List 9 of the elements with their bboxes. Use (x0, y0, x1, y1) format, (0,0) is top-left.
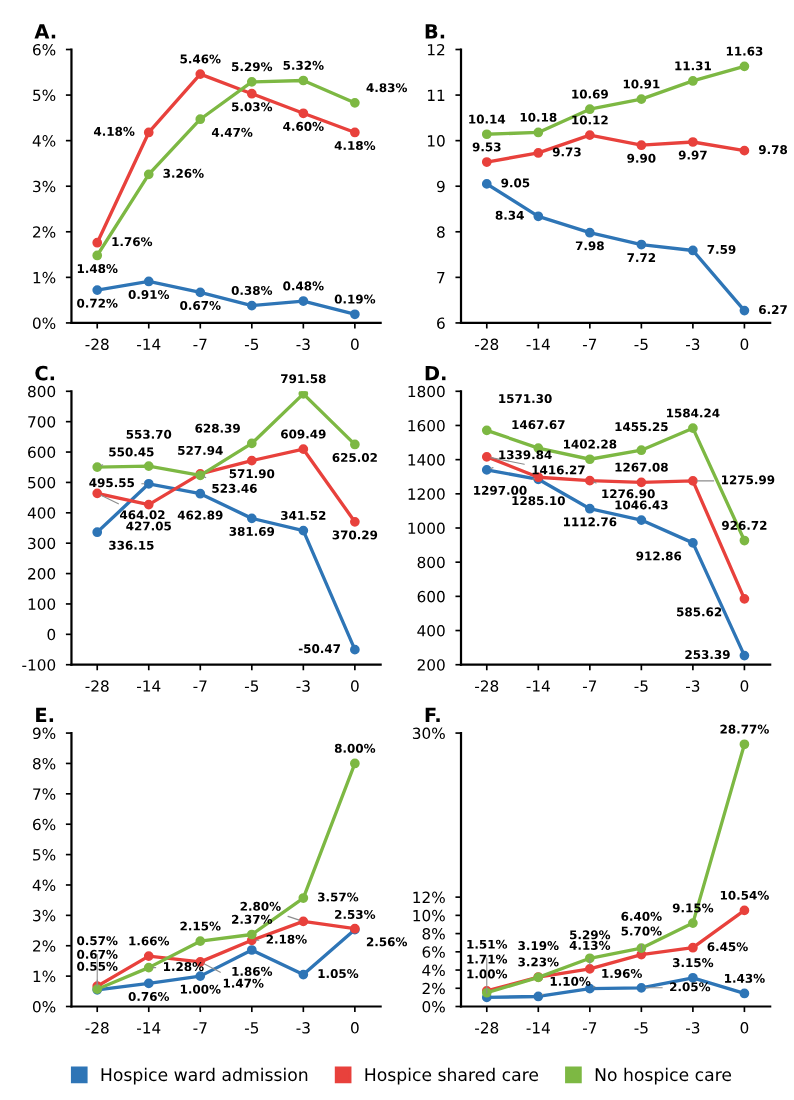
legend-label: Hospice ward admission (101, 1067, 308, 1085)
legend-label: Hospice shared care (365, 1067, 539, 1085)
chart-title: C. (35, 365, 55, 381)
chart-title: F. (425, 707, 440, 722)
chart-title: D. (425, 366, 446, 381)
legend-label: No hospice care (595, 1067, 732, 1085)
chart-title: E. (36, 707, 54, 722)
chart-title: B. (425, 24, 445, 39)
chart-title: A. (34, 24, 56, 39)
